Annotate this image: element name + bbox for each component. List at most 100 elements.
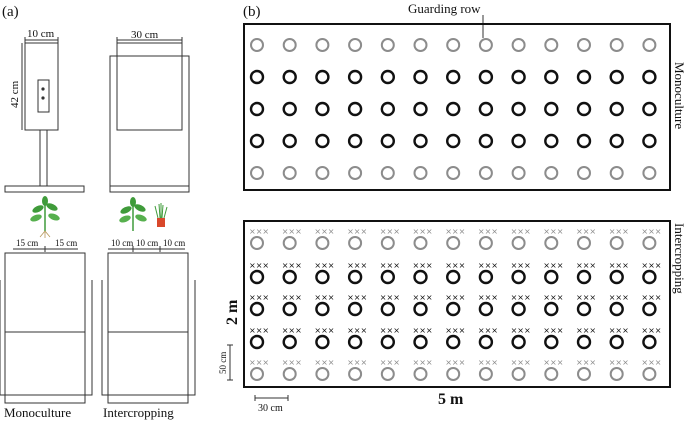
focal-plant xyxy=(511,334,526,350)
spacing-inter-2: 10 cm xyxy=(136,238,158,248)
guard-plant xyxy=(478,166,493,180)
intercrop-marker: ××× xyxy=(543,261,563,270)
intercrop-marker: ××× xyxy=(609,293,629,302)
intercrop-marker: ××× xyxy=(413,293,433,302)
guard-plant xyxy=(577,38,591,52)
intercrop-marker: ××× xyxy=(249,227,269,236)
guard-plant xyxy=(380,166,395,180)
focal-plant xyxy=(282,69,297,85)
focal-plant xyxy=(478,101,494,117)
focal-plant xyxy=(315,101,330,117)
intercrop-marker: ××× xyxy=(641,293,661,302)
focal-plant xyxy=(413,301,428,317)
intercrop-marker: ××× xyxy=(511,227,531,236)
guard-plant xyxy=(577,367,591,381)
intercrop-marker: ××× xyxy=(282,261,302,270)
guard-plant xyxy=(380,367,395,381)
focal-plant xyxy=(380,334,395,350)
intercrop-marker: ××× xyxy=(641,227,661,236)
intercrop-marker: ××× xyxy=(314,261,334,270)
guard-plant xyxy=(380,236,395,250)
intercrop-marker: ××× xyxy=(282,293,302,302)
focal-plant xyxy=(380,101,395,117)
panel-b-tag: (b) xyxy=(243,4,261,20)
stake-hole xyxy=(41,96,45,100)
intercrop-marker: ××× xyxy=(445,358,465,367)
caption-monoculture: Monoculture xyxy=(4,405,71,420)
focal-plant xyxy=(544,301,559,317)
intercrop-marker: ××× xyxy=(347,261,367,270)
focal-plant xyxy=(576,334,592,350)
intercrop-marker: ××× xyxy=(347,227,367,236)
intercrop-marker: ××× xyxy=(249,326,269,335)
stake-hole xyxy=(41,87,45,91)
guard-plant xyxy=(609,236,624,250)
focal-plant xyxy=(478,69,494,85)
focal-plant xyxy=(511,101,526,117)
intercrop-marker: ××× xyxy=(543,293,563,302)
intercrop-marker: ××× xyxy=(380,293,400,302)
focal-plant xyxy=(446,334,461,350)
dim-plot-height: 2 m xyxy=(224,299,241,325)
guard-plant xyxy=(642,236,657,250)
stake-board xyxy=(24,42,59,131)
focal-plant xyxy=(446,133,461,149)
pot-monoculture: 15 cm 15 cm xyxy=(0,196,93,404)
focal-plant xyxy=(544,69,559,85)
focal-plant xyxy=(478,133,494,149)
stake-apparatus: 10 cm 42 cm xyxy=(4,28,85,193)
focal-plant xyxy=(576,133,592,149)
intercrop-marker: ××× xyxy=(314,293,334,302)
focal-plant xyxy=(511,301,526,317)
focal-plant xyxy=(315,133,330,149)
focal-plant xyxy=(380,301,395,317)
intercrop-marker: ××× xyxy=(511,326,531,335)
guard-plant xyxy=(609,166,624,180)
intercrop-marker: ××× xyxy=(314,227,334,236)
focal-plant xyxy=(315,69,330,85)
focal-plant xyxy=(576,301,592,317)
guard-plant xyxy=(315,38,330,52)
focal-plant xyxy=(609,69,624,85)
guard-plant xyxy=(446,38,461,52)
intercrop-marker: ××× xyxy=(478,261,498,270)
dim-col-spacing: 30 cm xyxy=(258,403,283,414)
intercrop-marker: ××× xyxy=(413,358,433,367)
intercrop-marker: ××× xyxy=(249,261,269,270)
guard-plant xyxy=(544,166,559,180)
focal-plant xyxy=(282,269,297,285)
intercrop-marker: ××× xyxy=(380,358,400,367)
intercrop-marker: ××× xyxy=(609,326,629,335)
board-base xyxy=(109,185,190,193)
spacing-mono-right: 15 cm xyxy=(55,238,77,248)
focal-plant xyxy=(544,133,559,149)
focal-plant xyxy=(642,101,657,117)
panel-a-tag: (a) xyxy=(2,4,19,20)
focal-plant xyxy=(347,269,363,285)
focal-plant xyxy=(249,334,265,350)
plot-monoculture-label: Monoculture xyxy=(672,62,685,129)
pot-inner xyxy=(107,252,189,404)
focal-plant xyxy=(609,334,624,350)
guard-plant xyxy=(282,367,297,381)
intercrop-marker: ××× xyxy=(314,358,334,367)
guard-plant xyxy=(478,236,493,250)
focal-plant xyxy=(511,69,526,85)
guard-plant xyxy=(577,166,591,180)
dim-plot-width: 5 m xyxy=(438,391,464,408)
focal-plant xyxy=(511,269,526,285)
guard-plant xyxy=(478,367,493,381)
guard-plant xyxy=(609,38,624,52)
plot-intercropping xyxy=(243,220,671,388)
focal-plant xyxy=(576,101,592,117)
focal-plant xyxy=(347,69,363,85)
focal-plant xyxy=(347,334,363,350)
intercrop-marker: ××× xyxy=(543,326,563,335)
focal-plant xyxy=(446,269,461,285)
intercrop-marker: ××× xyxy=(576,358,596,367)
focal-plant xyxy=(315,301,330,317)
focal-plant xyxy=(380,269,395,285)
focal-plant xyxy=(249,269,265,285)
guard-plant xyxy=(642,367,657,381)
